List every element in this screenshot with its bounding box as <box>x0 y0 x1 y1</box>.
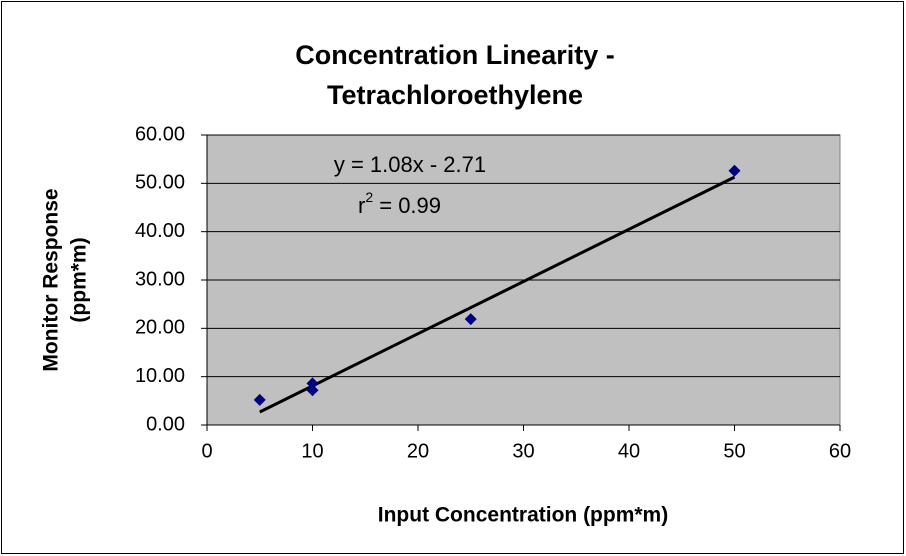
point <box>306 384 319 397</box>
x-tick-label: 0 <box>201 440 212 462</box>
y-tick-label: 20.00 <box>135 317 185 339</box>
trendline-equation: y = 1.08x - 2.71 <box>334 152 486 177</box>
point <box>253 393 266 406</box>
point <box>464 313 477 326</box>
r-squared-exponent: 2 <box>365 189 373 205</box>
y-axis-label: (ppm*m) <box>68 237 91 322</box>
r-squared: r2 = 0.99 <box>358 189 441 218</box>
r-squared-rest: = 0.99 <box>373 193 441 218</box>
y-tick-label: 60.00 <box>135 123 185 145</box>
x-tick-label: 50 <box>723 440 745 462</box>
y-tick-label: 50.00 <box>135 172 185 194</box>
y-tick-label: 40.00 <box>135 220 185 242</box>
x-tick-label: 30 <box>512 440 534 462</box>
y-tick-label: 30.00 <box>135 268 185 290</box>
point <box>728 164 741 177</box>
y-tick-label: 10.00 <box>135 365 185 387</box>
y-tick-label: 0.00 <box>146 413 185 435</box>
x-tick-label: 20 <box>407 440 429 462</box>
chart-title: Tetrachloroethylene <box>327 80 583 110</box>
r-squared-base: r <box>358 193 365 218</box>
x-axis-label: Input Concentration (ppm*m) <box>378 504 668 527</box>
point <box>306 377 319 390</box>
y-axis-label: Monitor Response <box>40 188 63 371</box>
x-tick-label: 40 <box>618 440 640 462</box>
trendline <box>259 175 736 414</box>
chart-title: Concentration Linearity - <box>295 40 615 70</box>
x-tick-label: 60 <box>829 440 851 462</box>
x-tick-label: 10 <box>301 440 323 462</box>
